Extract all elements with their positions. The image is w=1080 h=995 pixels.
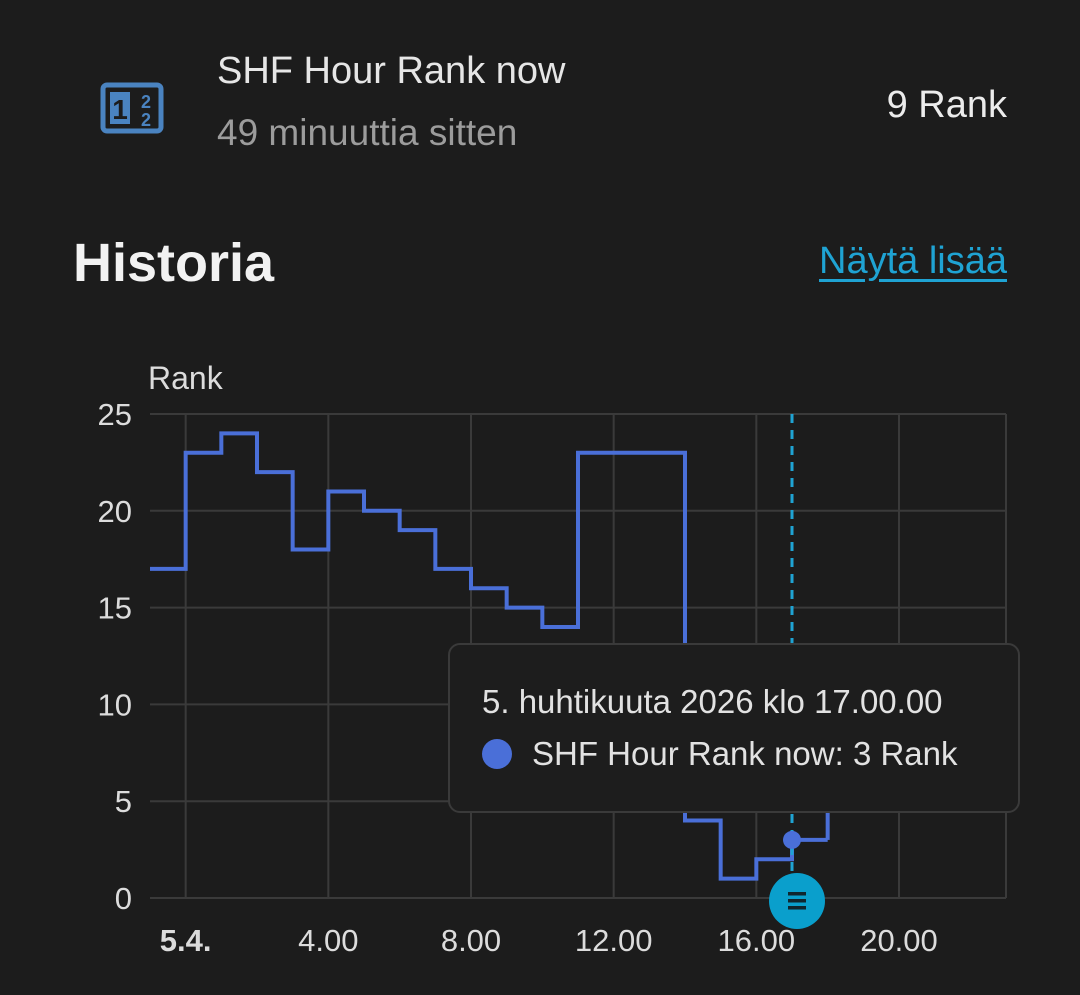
history-chart[interactable]: Rank 0 5 10 15 20 25 5.4. 4.00 8.00 12.00 16.00 20.0… [0, 340, 1080, 970]
y-axis-label: Rank [148, 360, 224, 396]
entity-name: SHF Hour Rank now [217, 50, 566, 92]
y-tick-label: 15 [98, 591, 132, 626]
chart-tooltip: 5. huhtikuuta 2026 klo 17.00.00 SHF Hour… [448, 643, 1020, 813]
y-tick-label: 10 [98, 687, 132, 722]
tooltip-entry: SHF Hour Rank now: 3 Rank [532, 735, 958, 772]
y-tick-label: 25 [98, 397, 132, 432]
y-tick-label: 5 [115, 784, 132, 819]
list-icon [788, 892, 806, 910]
x-tick-label: 8.00 [441, 923, 501, 958]
entity-row[interactable]: 1 2 2 SHF Hour Rank now 49 minuuttia sit… [0, 0, 1080, 200]
last-changed: 49 minuuttia sitten [217, 112, 518, 153]
svg-text:1: 1 [112, 94, 128, 125]
history-title: Historia [73, 233, 275, 293]
x-tick-label: 4.00 [298, 923, 358, 958]
series-dot-icon [482, 739, 512, 769]
show-more-link[interactable]: Näytä lisää [819, 240, 1007, 282]
series-line [150, 431, 828, 881]
x-tick-label: 12.00 [575, 923, 653, 958]
x-tick-label: 20.00 [860, 923, 938, 958]
entity-state: 9 Rank [886, 84, 1007, 126]
data-point [783, 830, 801, 849]
y-tick-label: 0 [115, 881, 132, 916]
marker-button[interactable] [769, 873, 825, 929]
numeric-icon: 1 2 2 [100, 82, 164, 134]
svg-text:2: 2 [141, 110, 151, 130]
y-tick-label: 20 [98, 494, 132, 529]
tooltip-time: 5. huhtikuuta 2026 klo 17.00.00 [482, 683, 943, 720]
x-tick-label: 5.4. [160, 923, 212, 958]
x-tick-label: 16.00 [718, 923, 796, 958]
svg-text:2: 2 [141, 92, 151, 112]
